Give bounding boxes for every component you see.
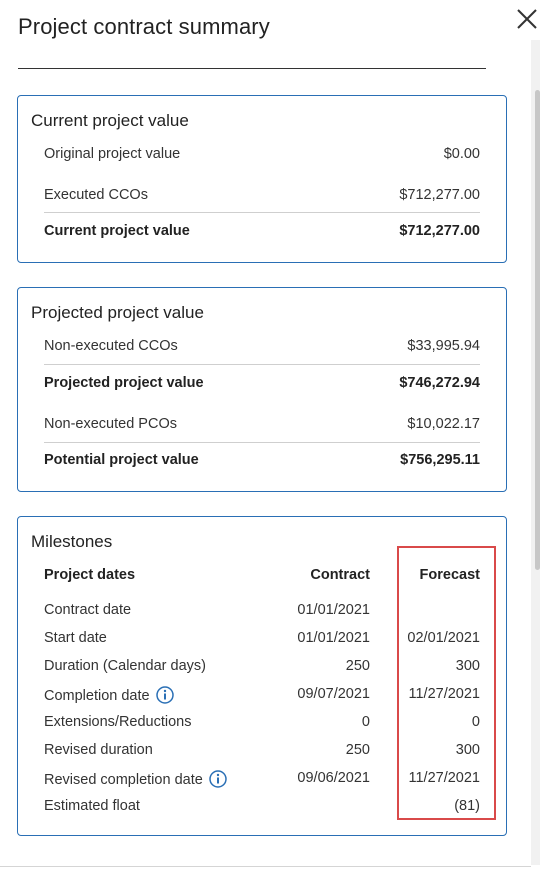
- forecast-highlight-box: [397, 546, 496, 820]
- subtotal-row: Projected project value $746,272.94: [44, 375, 480, 395]
- panel-title: Project contract summary: [18, 14, 270, 39]
- milestones-header-row: Project dates Contract Forecast: [44, 567, 480, 587]
- milestone-row: Start date 01/01/2021 02/01/2021: [44, 630, 480, 650]
- milestone-row: Completion date 09/07/2021 11/27/2021: [44, 686, 480, 706]
- value-row: Original project value $0.00: [44, 146, 480, 166]
- row-label: Current project value: [44, 223, 190, 239]
- close-icon[interactable]: [514, 6, 540, 32]
- milestone-label: Duration (Calendar days): [44, 658, 206, 674]
- row-value: $756,295.11: [400, 452, 480, 468]
- milestone-row: Revised duration 250 300: [44, 742, 480, 762]
- milestone-row: Extensions/Reductions 0 0: [44, 714, 480, 734]
- contract-value: 0: [361, 714, 370, 730]
- milestone-label: Estimated float: [44, 798, 140, 814]
- info-icon[interactable]: [155, 686, 174, 704]
- card-title: Current project value: [31, 111, 189, 130]
- milestones-card: Milestones Project dates Contract Foreca…: [17, 516, 507, 836]
- row-label: Potential project value: [44, 452, 199, 468]
- total-row: Current project value $712,277.00: [44, 223, 480, 243]
- forecast-value: 11/27/2021: [408, 686, 481, 702]
- column-header-dates: Project dates: [44, 567, 136, 583]
- contract-value: 09/06/2021: [297, 770, 370, 786]
- milestone-row: Revised completion date 09/06/2021 11/27…: [44, 770, 480, 790]
- row-value: $0.00: [443, 146, 480, 162]
- forecast-value: 0: [471, 714, 480, 730]
- row-divider: [44, 212, 480, 213]
- contract-value: 250: [345, 658, 370, 674]
- card-title: Projected project value: [31, 303, 204, 322]
- milestone-label: Start date: [44, 630, 107, 646]
- milestone-label: Contract date: [44, 602, 132, 618]
- contract-value: 01/01/2021: [297, 602, 370, 618]
- milestone-label-with-info: Revised completion date: [44, 770, 227, 788]
- row-value: $712,277.00: [399, 223, 480, 239]
- forecast-value: 300: [455, 658, 480, 674]
- title-divider: [18, 68, 486, 69]
- scrollbar-thumb[interactable]: [535, 90, 540, 570]
- milestone-row: Duration (Calendar days) 250 300: [44, 658, 480, 678]
- projected-value-card: Projected project value Non-executed CCO…: [17, 287, 507, 492]
- milestone-label: Completion date: [44, 688, 150, 704]
- milestone-row: Estimated float (81): [44, 798, 480, 818]
- milestone-label: Extensions/Reductions: [44, 714, 192, 730]
- forecast-value: 11/27/2021: [408, 770, 481, 786]
- footer-divider: [0, 866, 531, 867]
- forecast-value: 02/01/2021: [407, 630, 480, 646]
- row-label: Original project value: [44, 146, 181, 162]
- value-row: Non-executed PCOs $10,022.17: [44, 416, 480, 436]
- value-row: Non-executed CCOs $33,995.94: [44, 338, 480, 358]
- total-row: Potential project value $756,295.11: [44, 452, 480, 472]
- milestone-row: Contract date 01/01/2021: [44, 602, 480, 622]
- contract-value: 01/01/2021: [297, 630, 370, 646]
- row-value: $746,272.94: [399, 375, 480, 391]
- milestone-label: Revised duration: [44, 742, 153, 758]
- row-label: Executed CCOs: [44, 187, 148, 203]
- row-divider: [44, 442, 480, 443]
- forecast-value: 300: [455, 742, 480, 758]
- row-label: Non-executed PCOs: [44, 416, 177, 432]
- row-value: $10,022.17: [407, 416, 480, 432]
- milestone-label-with-info: Completion date: [44, 686, 174, 704]
- row-label: Non-executed CCOs: [44, 338, 178, 354]
- info-icon[interactable]: [209, 770, 227, 788]
- card-title: Milestones: [31, 532, 113, 551]
- row-value: $712,277.00: [399, 187, 480, 203]
- forecast-value: (81): [454, 798, 480, 814]
- current-value-card: Current project value Original project v…: [17, 95, 507, 263]
- row-label: Projected project value: [44, 375, 204, 391]
- contract-value: 09/07/2021: [297, 686, 370, 702]
- contract-value: 250: [345, 742, 370, 758]
- milestone-label: Revised completion date: [44, 772, 203, 788]
- column-header-forecast: Forecast: [419, 567, 480, 583]
- row-value: $33,995.94: [407, 338, 480, 354]
- row-divider: [44, 364, 480, 365]
- value-row: Executed CCOs $712,277.00: [44, 187, 480, 207]
- column-header-contract: Contract: [310, 567, 370, 583]
